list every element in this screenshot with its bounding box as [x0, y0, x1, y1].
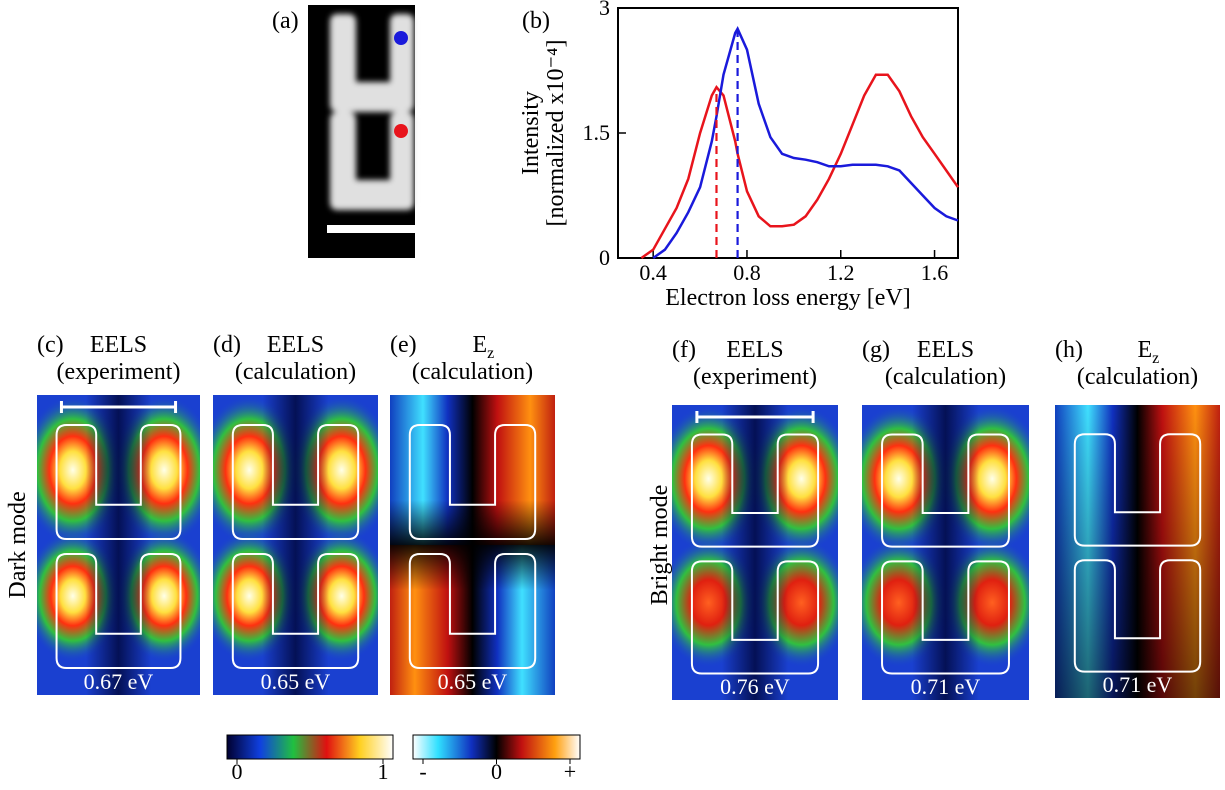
map-title: (experiment): [693, 364, 817, 390]
u-outline: [408, 553, 537, 669]
x-axis-label: Electron loss energy [eV]: [665, 285, 910, 311]
energy-label: 0.67 eV: [84, 669, 154, 694]
subscript: z: [1152, 350, 1159, 367]
colorbar: [226, 734, 394, 760]
x-tick-label: 0.4: [639, 260, 667, 285]
y-axis-label: [normalized x10⁻⁴]: [543, 40, 569, 227]
panel-label: (g): [862, 337, 890, 363]
field-map: [672, 405, 838, 700]
u-outline: [408, 424, 537, 540]
mode-label: Dark mode: [5, 491, 31, 598]
u-outline: [55, 424, 182, 540]
panel-label: (d): [213, 332, 241, 358]
line-series: [640, 73, 960, 260]
map-title: EELS: [90, 332, 147, 358]
map-title: EELS: [726, 337, 783, 363]
colorbar-tick-label: 0: [491, 759, 502, 784]
map-shade: [1055, 405, 1220, 698]
u-outline: [690, 433, 820, 548]
energy-label: 0.65 eV: [261, 669, 331, 694]
y-tick-label: 1.5: [583, 120, 611, 145]
panel-label: (a): [272, 8, 299, 34]
energy-label: 0.65 eV: [438, 669, 508, 694]
center-strip: [37, 395, 200, 695]
probe-dot: [394, 124, 408, 138]
x-tick-label: 1.6: [921, 260, 949, 285]
colorbar-tick-label: 0: [232, 759, 243, 784]
x-tick-label: 0.8: [733, 260, 761, 285]
map-title: Ez: [473, 332, 495, 362]
panel-label: (b): [522, 8, 550, 34]
x-tick-label: 1.2: [827, 260, 855, 285]
center-strip: [862, 405, 1029, 700]
panel-label: (c): [37, 332, 64, 358]
u-outline: [1073, 559, 1202, 673]
energy-label: 0.71 eV: [1103, 672, 1173, 697]
field-map: [213, 395, 378, 695]
panel-label: (h): [1055, 337, 1083, 363]
panel-label: (f): [672, 337, 696, 363]
colorbar: [412, 734, 581, 760]
u-outline: [1073, 433, 1202, 547]
u-outline: [881, 560, 1010, 675]
u-structures: [330, 14, 414, 210]
mode-label: Bright mode: [647, 485, 673, 606]
scale-bar: [327, 225, 415, 233]
energy-label: 0.76 eV: [720, 674, 790, 699]
colorbar-tick-label: +: [564, 759, 576, 784]
center-strip: [672, 405, 838, 700]
y-tick-label: 0: [599, 245, 610, 270]
probe-dot: [394, 31, 408, 45]
map-title: Ez: [1138, 337, 1160, 367]
colorbar-tick-label: 1: [378, 759, 389, 784]
map-title: (calculation): [885, 364, 1006, 390]
symbol: E: [473, 332, 488, 358]
field-map: [390, 395, 555, 695]
map-shade: [390, 395, 555, 695]
u-outline: [55, 553, 182, 669]
y-tick-label: 3: [599, 0, 610, 20]
scale-bar: [59, 401, 178, 413]
line-series: [652, 26, 959, 260]
u-outline: [881, 433, 1010, 548]
panel-label: (e): [390, 332, 417, 358]
field-map: [37, 395, 200, 695]
map-title: (calculation): [412, 359, 533, 385]
u-outline: [690, 560, 820, 675]
u-outline: [231, 424, 360, 540]
field-map: [1055, 405, 1220, 698]
energy-label: 0.71 eV: [911, 674, 981, 699]
map-title: (calculation): [1077, 364, 1198, 390]
map-title: (calculation): [235, 359, 356, 385]
u-outline: [231, 553, 360, 669]
symbol: E: [1138, 337, 1153, 363]
center-strip: [213, 395, 378, 695]
y-axis-label: Intensity: [518, 91, 544, 175]
subscript: z: [487, 345, 494, 362]
map-title: EELS: [917, 337, 974, 363]
colorbar-tick-label: -: [419, 759, 426, 784]
field-map: [862, 405, 1029, 700]
scale-bar: [695, 411, 815, 423]
map-title: (experiment): [57, 359, 181, 385]
map-title: EELS: [267, 332, 324, 358]
